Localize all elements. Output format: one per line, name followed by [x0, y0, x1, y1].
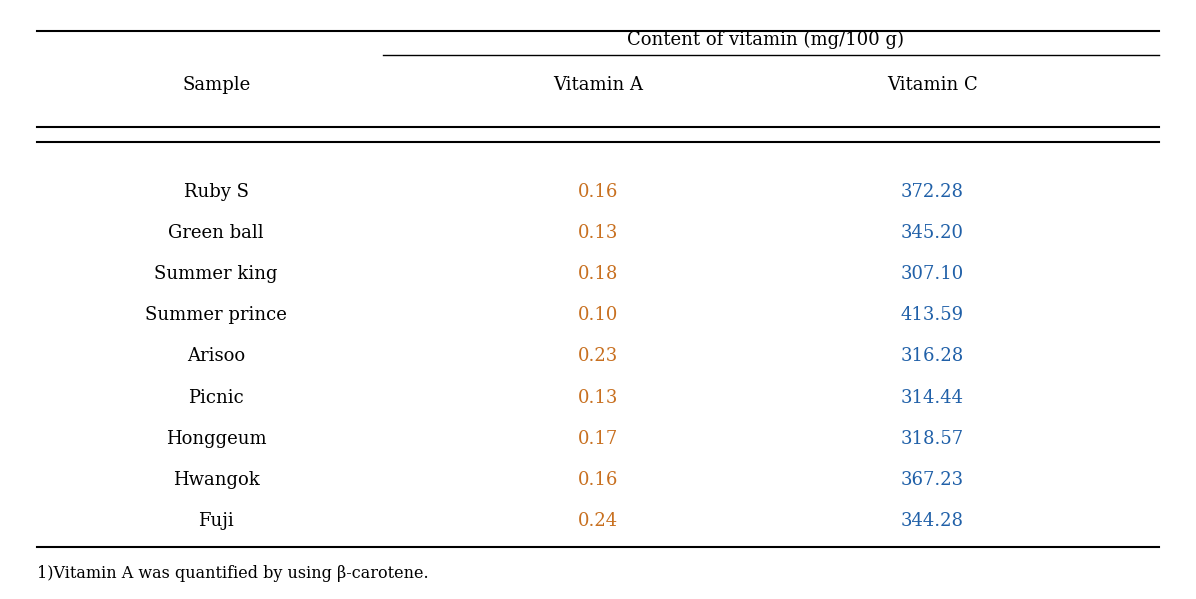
Text: 0.16: 0.16 [578, 183, 618, 201]
Text: 0.13: 0.13 [578, 389, 618, 407]
Text: 367.23: 367.23 [901, 471, 964, 489]
Text: 0.17: 0.17 [578, 429, 618, 447]
Text: Summer king: Summer king [154, 265, 277, 283]
Text: Sample: Sample [182, 76, 250, 94]
Text: 0.13: 0.13 [578, 224, 618, 242]
Text: 314.44: 314.44 [901, 389, 964, 407]
Text: 344.28: 344.28 [901, 512, 964, 530]
Text: Green ball: Green ball [169, 224, 264, 242]
Text: 413.59: 413.59 [901, 307, 964, 325]
Text: Content of vitamin (mg/100 g): Content of vitamin (mg/100 g) [627, 31, 903, 49]
Text: Summer prince: Summer prince [145, 307, 287, 325]
Text: Hwangok: Hwangok [172, 471, 260, 489]
Text: 307.10: 307.10 [901, 265, 964, 283]
Text: Arisoo: Arisoo [187, 347, 245, 365]
Text: Fuji: Fuji [199, 512, 234, 530]
Text: 318.57: 318.57 [901, 429, 964, 447]
Text: 0.23: 0.23 [578, 347, 618, 365]
Text: Ruby S: Ruby S [184, 183, 249, 201]
Text: Vitamin A: Vitamin A [553, 76, 643, 94]
Text: 1)Vitamin A was quantified by using β-carotene.: 1)Vitamin A was quantified by using β-ca… [37, 565, 429, 582]
Text: 345.20: 345.20 [901, 224, 964, 242]
Text: 372.28: 372.28 [901, 183, 964, 201]
Text: 0.16: 0.16 [578, 471, 618, 489]
Text: Vitamin C: Vitamin C [886, 76, 977, 94]
Text: 0.18: 0.18 [578, 265, 618, 283]
Text: 0.10: 0.10 [578, 307, 618, 325]
Text: Picnic: Picnic [188, 389, 244, 407]
Text: 316.28: 316.28 [901, 347, 964, 365]
Text: Honggeum: Honggeum [166, 429, 267, 447]
Text: 0.24: 0.24 [578, 512, 618, 530]
